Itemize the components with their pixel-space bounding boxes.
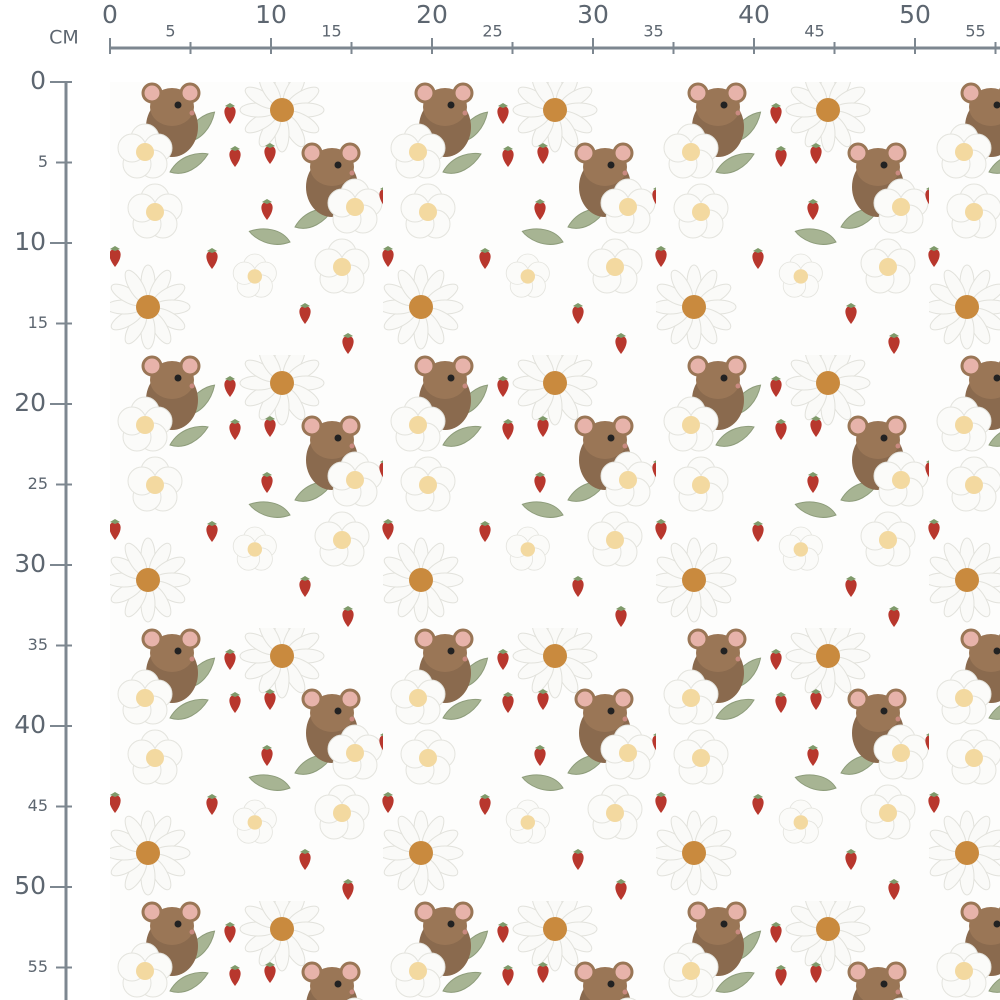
left-tick-label: 25 xyxy=(28,474,48,493)
top-tick-label: 0 xyxy=(102,0,118,29)
top-tick-label: 35 xyxy=(643,22,663,41)
left-tick-label: 15 xyxy=(28,313,48,332)
left-tick-label: 30 xyxy=(14,549,46,578)
left-tick-label: 10 xyxy=(14,227,46,256)
top-tick-label: 55 xyxy=(965,22,985,41)
left-tick-label: 50 xyxy=(14,871,46,900)
top-tick-label: 10 xyxy=(255,0,287,29)
top-tick-label: 45 xyxy=(804,22,824,41)
top-tick-label: 40 xyxy=(738,0,770,29)
left-ruler xyxy=(0,66,100,1000)
top-tick-label: 20 xyxy=(416,0,448,29)
left-tick-label: 40 xyxy=(14,710,46,739)
top-tick-label: 50 xyxy=(899,0,931,29)
fabric-pattern xyxy=(110,82,1000,1000)
top-tick-label: 5 xyxy=(165,22,175,41)
top-ruler xyxy=(0,0,1000,66)
top-tick-label: 15 xyxy=(321,22,341,41)
left-tick-label: 45 xyxy=(28,796,48,815)
left-tick-label: 5 xyxy=(38,152,48,171)
top-tick-label: 25 xyxy=(482,22,502,41)
left-tick-label: 20 xyxy=(14,388,46,417)
top-tick-label: 30 xyxy=(577,0,609,29)
left-tick-label: 0 xyxy=(30,66,46,95)
left-tick-label: 35 xyxy=(28,635,48,654)
unit-label: CM xyxy=(49,27,79,49)
left-tick-label: 55 xyxy=(28,957,48,976)
